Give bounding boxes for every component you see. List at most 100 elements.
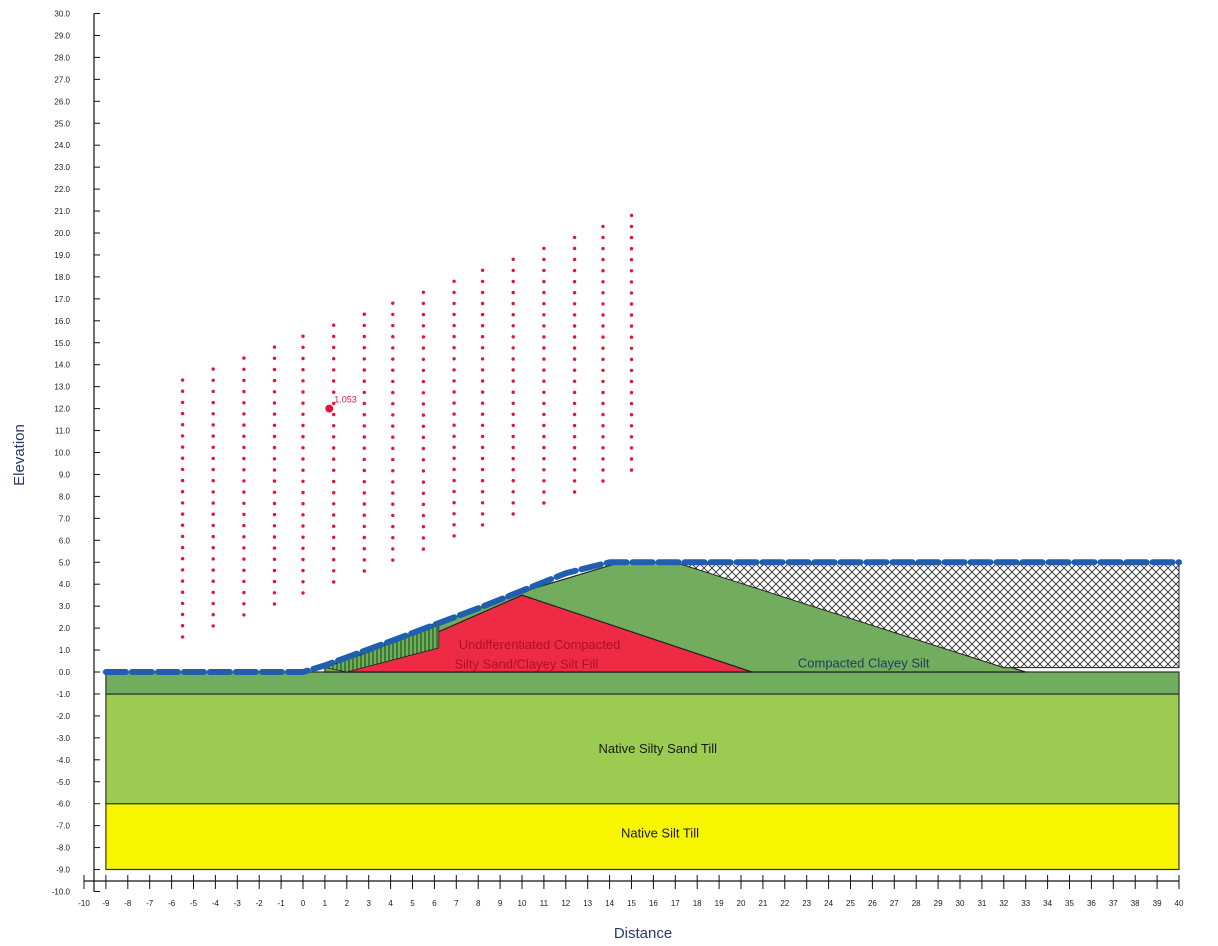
grid-point (452, 301, 456, 306)
x-tick-label: 11 (540, 899, 549, 908)
x-tick-label: 15 (627, 899, 636, 908)
grid-point (301, 479, 305, 483)
grid-point (572, 368, 577, 372)
y-tick-label: 4.0 (59, 580, 71, 589)
grid-point (332, 569, 336, 573)
grid-point (601, 291, 605, 295)
grid-point (272, 568, 277, 573)
grid-point (629, 368, 634, 373)
grid-point (211, 613, 215, 617)
grid-point (572, 235, 577, 240)
grid-point (421, 402, 426, 406)
grid-point (421, 335, 426, 339)
grid-point (452, 434, 456, 438)
x-tick-label: 3 (366, 899, 371, 908)
x-tick-label: -6 (168, 899, 176, 908)
y-tick-label: 13.0 (54, 383, 70, 392)
y-tick-label: 26.0 (54, 97, 70, 106)
grid-point (629, 213, 634, 218)
grid-point (301, 345, 305, 349)
grid-point (452, 489, 456, 494)
grid-point (572, 324, 577, 328)
grid-point (301, 401, 305, 405)
grid-point (301, 356, 305, 361)
grid-point (332, 580, 336, 584)
grid-point (629, 258, 634, 262)
grid-point (301, 334, 305, 338)
grid-point (362, 323, 366, 328)
grid-point (301, 412, 305, 416)
grid-point (332, 379, 336, 383)
y-tick-label: 11.0 (55, 427, 71, 436)
grid-point (480, 434, 485, 439)
grid-point (421, 480, 426, 484)
x-tick-label: 32 (999, 899, 1008, 908)
grid-point (421, 368, 426, 373)
grid-point (629, 346, 634, 350)
grid-point (180, 445, 185, 449)
grid-point (272, 524, 277, 528)
grid-point (332, 412, 336, 417)
grid-point (242, 557, 246, 561)
x-tick-label: 40 (1175, 899, 1184, 908)
grid-point (272, 367, 277, 372)
grid-point (511, 335, 515, 339)
grid-point (301, 568, 305, 573)
grid-point (242, 412, 246, 416)
y-tick-label: 15.0 (54, 339, 70, 348)
grid-point (542, 423, 546, 428)
grid-point (242, 568, 246, 572)
grid-point (211, 434, 215, 438)
grid-point (332, 491, 336, 495)
x-tick-label: 2 (345, 899, 350, 908)
y-tick-label: 24.0 (54, 141, 70, 150)
grid-point (362, 480, 366, 484)
x-tick-label: 27 (890, 899, 899, 908)
grid-point (242, 590, 246, 595)
grid-point (272, 468, 277, 472)
x-tick-label: -8 (124, 899, 132, 908)
grid-point (362, 457, 366, 462)
grid-point (511, 368, 515, 372)
grid-point (480, 401, 485, 405)
y-tick-label: -1.0 (56, 690, 70, 699)
grid-point (601, 280, 605, 284)
grid-point (180, 612, 185, 617)
grid-point (601, 235, 605, 240)
grid-point (180, 490, 185, 494)
x-tick-label: 39 (1153, 899, 1162, 908)
grid-point (242, 512, 246, 517)
grid-point (362, 558, 366, 562)
grid-point (542, 434, 546, 439)
grid-point (180, 501, 185, 505)
grid-point (272, 378, 277, 383)
grid-point (362, 312, 366, 316)
grid-point (242, 378, 246, 383)
grid-point (211, 389, 215, 394)
grid-point (452, 290, 456, 295)
grid-point (362, 569, 366, 573)
grid-point (542, 412, 546, 417)
x-tick-label: 14 (605, 899, 614, 908)
grid-point (452, 334, 456, 339)
grid-point (180, 378, 185, 382)
grid-point (572, 379, 577, 383)
grid-point (572, 401, 577, 406)
grid-point (629, 280, 634, 284)
y-tick-label: 6.0 (59, 536, 71, 545)
grid-point (391, 379, 395, 384)
grid-point (452, 279, 456, 283)
grid-point (601, 335, 605, 339)
y-axis-ticks: 30.0 29.0 28.0 27.0 26.0 25.0 24.0 23.0 22.0 21.0… (52, 10, 100, 897)
grid-point (601, 302, 605, 306)
y-tick-label: 22.0 (54, 185, 70, 194)
grid-point (601, 401, 605, 406)
grid-point (542, 357, 546, 361)
grid-point (480, 501, 485, 505)
x-axis-title: Distance (614, 925, 672, 942)
grid-point (301, 490, 305, 495)
y-tick-label: -8.0 (56, 844, 70, 853)
grid-point (601, 446, 605, 450)
grid-point (542, 457, 546, 461)
